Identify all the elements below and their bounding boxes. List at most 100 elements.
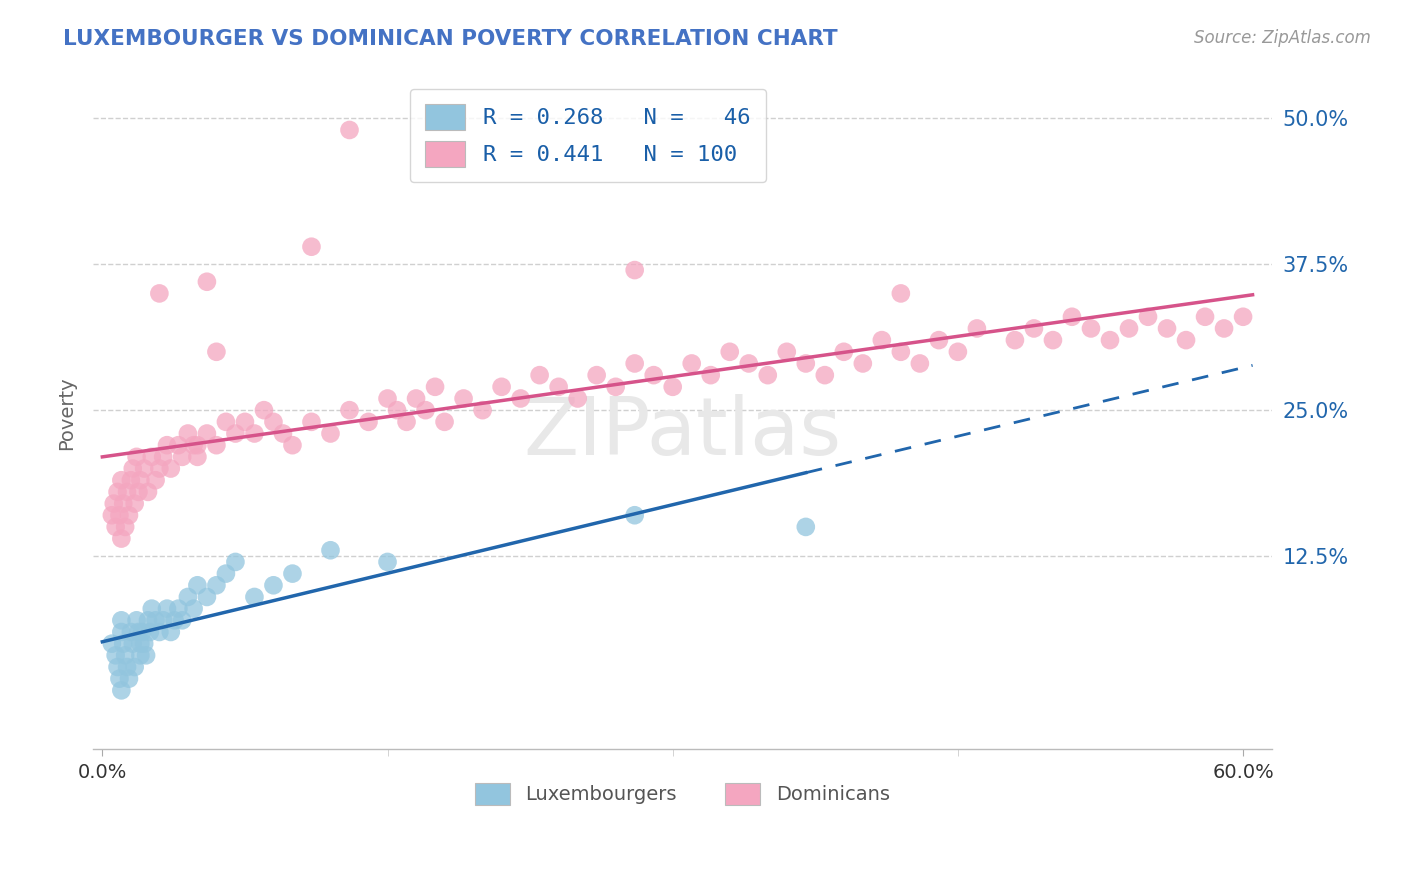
Point — [136, 484, 159, 499]
Y-axis label: Poverty: Poverty — [58, 376, 76, 450]
Point — [124, 660, 146, 674]
Point — [1175, 333, 1198, 347]
Point — [585, 368, 607, 383]
Point — [107, 660, 129, 674]
Text: Source: ZipAtlas.com: Source: ZipAtlas.com — [1194, 29, 1371, 46]
Point — [195, 590, 218, 604]
Point — [509, 392, 531, 406]
Point — [125, 613, 148, 627]
Point — [529, 368, 551, 383]
Text: LUXEMBOURGER VS DOMINICAN POVERTY CORRELATION CHART: LUXEMBOURGER VS DOMINICAN POVERTY CORREL… — [63, 29, 838, 48]
Point — [681, 356, 703, 370]
Point — [186, 450, 208, 464]
Point — [1118, 321, 1140, 335]
Point — [115, 484, 138, 499]
Point — [339, 403, 361, 417]
Point — [870, 333, 893, 347]
Point — [1098, 333, 1121, 347]
Point — [643, 368, 665, 383]
Point — [776, 344, 799, 359]
Point — [118, 672, 141, 686]
Point — [186, 578, 208, 592]
Point — [110, 473, 132, 487]
Point — [1213, 321, 1236, 335]
Point — [136, 613, 159, 627]
Point — [433, 415, 456, 429]
Point — [1080, 321, 1102, 335]
Point — [101, 637, 124, 651]
Point — [928, 333, 950, 347]
Point — [1060, 310, 1083, 324]
Point — [110, 683, 132, 698]
Point — [183, 601, 205, 615]
Point — [129, 473, 152, 487]
Point — [1156, 321, 1178, 335]
Point — [159, 625, 181, 640]
Point — [395, 415, 418, 429]
Point — [118, 508, 141, 523]
Point — [148, 461, 170, 475]
Point — [377, 392, 399, 406]
Point — [281, 438, 304, 452]
Point — [129, 648, 152, 663]
Point — [114, 520, 136, 534]
Point — [177, 426, 200, 441]
Point — [623, 263, 645, 277]
Point — [159, 461, 181, 475]
Point — [152, 613, 174, 627]
Point — [172, 450, 194, 464]
Point — [1194, 310, 1216, 324]
Point — [623, 356, 645, 370]
Point — [605, 380, 627, 394]
Point — [195, 275, 218, 289]
Point — [110, 625, 132, 640]
Point — [205, 438, 228, 452]
Point — [453, 392, 475, 406]
Point — [718, 344, 741, 359]
Point — [108, 672, 131, 686]
Point — [110, 532, 132, 546]
Point — [148, 625, 170, 640]
Point — [794, 356, 817, 370]
Point — [832, 344, 855, 359]
Point — [129, 637, 152, 651]
Point — [301, 415, 323, 429]
Point — [115, 660, 138, 674]
Point — [183, 438, 205, 452]
Point — [357, 415, 380, 429]
Point — [131, 625, 153, 640]
Point — [215, 415, 238, 429]
Point — [319, 543, 342, 558]
Point — [415, 403, 437, 417]
Point — [1022, 321, 1045, 335]
Point — [623, 508, 645, 523]
Point — [167, 438, 190, 452]
Point — [205, 578, 228, 592]
Point — [134, 637, 156, 651]
Point — [271, 426, 294, 441]
Point — [156, 438, 179, 452]
Point — [814, 368, 837, 383]
Point — [890, 286, 912, 301]
Point — [141, 450, 163, 464]
Point — [700, 368, 723, 383]
Point — [110, 613, 132, 627]
Point — [145, 613, 167, 627]
Point — [163, 613, 186, 627]
Point — [281, 566, 304, 581]
Point — [224, 426, 246, 441]
Point — [177, 590, 200, 604]
Point — [145, 473, 167, 487]
Point — [491, 380, 513, 394]
Point — [405, 392, 427, 406]
Point — [471, 403, 494, 417]
Point — [423, 380, 446, 394]
Point — [101, 508, 124, 523]
Point — [114, 648, 136, 663]
Point — [152, 450, 174, 464]
Point — [794, 520, 817, 534]
Point — [547, 380, 569, 394]
Point — [1004, 333, 1026, 347]
Point — [195, 426, 218, 441]
Point — [186, 438, 208, 452]
